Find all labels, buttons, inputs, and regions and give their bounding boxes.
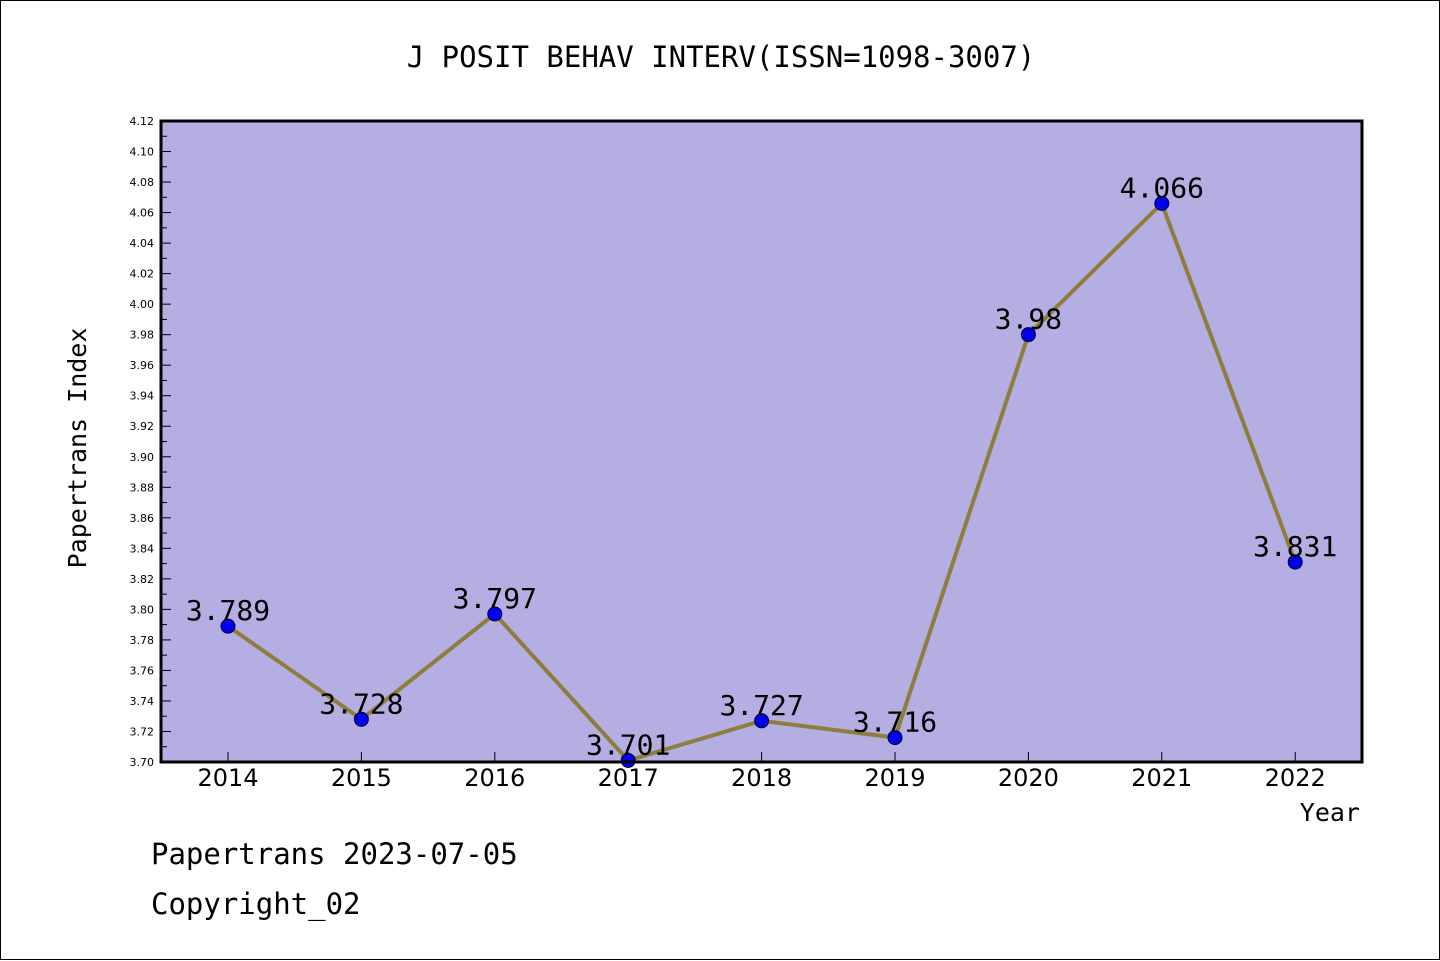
x-tick-label: 2016 [464,764,525,792]
y-tick-label: 3.90 [130,451,155,464]
y-tick-label: 4.04 [130,237,155,250]
y-tick-label: 3.94 [130,390,155,403]
y-tick-label: 3.76 [130,664,155,677]
y-tick-label: 3.98 [130,329,155,342]
y-tick-label: 4.12 [130,115,155,128]
x-axis: 2014 2015 2016 2017 2018 2019 2020 2021 2022 [197,752,1326,792]
data-point [353,711,369,727]
data-label: 3.701 [586,728,670,761]
data-label: 4.066 [1120,171,1204,204]
footer-date: Papertrans 2023-07-05 [151,837,518,871]
data-label: 3.831 [1253,530,1337,563]
x-tick-label: 2017 [598,764,659,792]
data-point [754,713,770,729]
x-tick-label: 2015 [331,764,392,792]
data-point [220,618,236,634]
data-label: 3.797 [453,582,537,615]
y-tick-label: 3.78 [130,634,155,647]
y-tick-label: 3.84 [130,542,155,555]
y-tick-label: 4.06 [130,207,155,220]
x-tick-label: 2019 [864,764,925,792]
y-tick-label: 3.74 [130,695,155,708]
y-tick-label: 3.80 [130,603,155,616]
data-label: 3.728 [319,687,403,720]
data-point [1154,195,1170,211]
x-tick-label: 2020 [998,764,1059,792]
y-tick-label: 3.70 [130,756,155,769]
data-point [487,606,503,622]
y-axis: 3.70 3.72 3.74 3.76 3.78 3.80 3.82 3.84 3.86 3.88… [130,115,171,769]
data-point [887,730,903,746]
x-tick-label: 2021 [1131,764,1192,792]
x-axis-label: Year [1300,798,1360,827]
data-label: 3.727 [719,689,803,722]
data-label: 3.98 [995,303,1062,336]
data-label: 3.789 [186,594,270,627]
x-tick-label: 2022 [1265,764,1326,792]
x-tick-label: 2018 [731,764,792,792]
y-tick-label: 3.96 [130,359,155,372]
y-tick-label: 4.02 [130,268,155,281]
x-tick-label: 2014 [197,764,258,792]
y-tick-label: 3.88 [130,481,155,494]
y-tick-label: 3.86 [130,512,155,525]
y-tick-label: 4.08 [130,176,155,189]
chart-title: J POSIT BEHAV INTERV(ISSN=1098-3007) [407,40,1036,74]
data-label: 3.716 [853,706,937,739]
y-axis-label: Papertrans Index [63,328,92,569]
y-tick-label: 3.72 [130,725,155,738]
y-tick-label: 3.92 [130,420,155,433]
data-point [1287,554,1303,570]
y-tick-label: 4.00 [130,298,155,311]
data-point [620,752,636,768]
plot-area [161,121,1362,762]
data-labels: 3.789 3.728 3.797 3.701 3.727 3.716 3.98 4.066 3… [186,171,1337,761]
plot-border [159,119,1364,764]
footer-copyright: Copyright_02 [151,887,361,921]
y-tick-label: 4.10 [130,146,155,159]
y-tick-label: 3.82 [130,573,155,586]
data-points [220,195,1303,768]
data-point [1020,327,1036,343]
